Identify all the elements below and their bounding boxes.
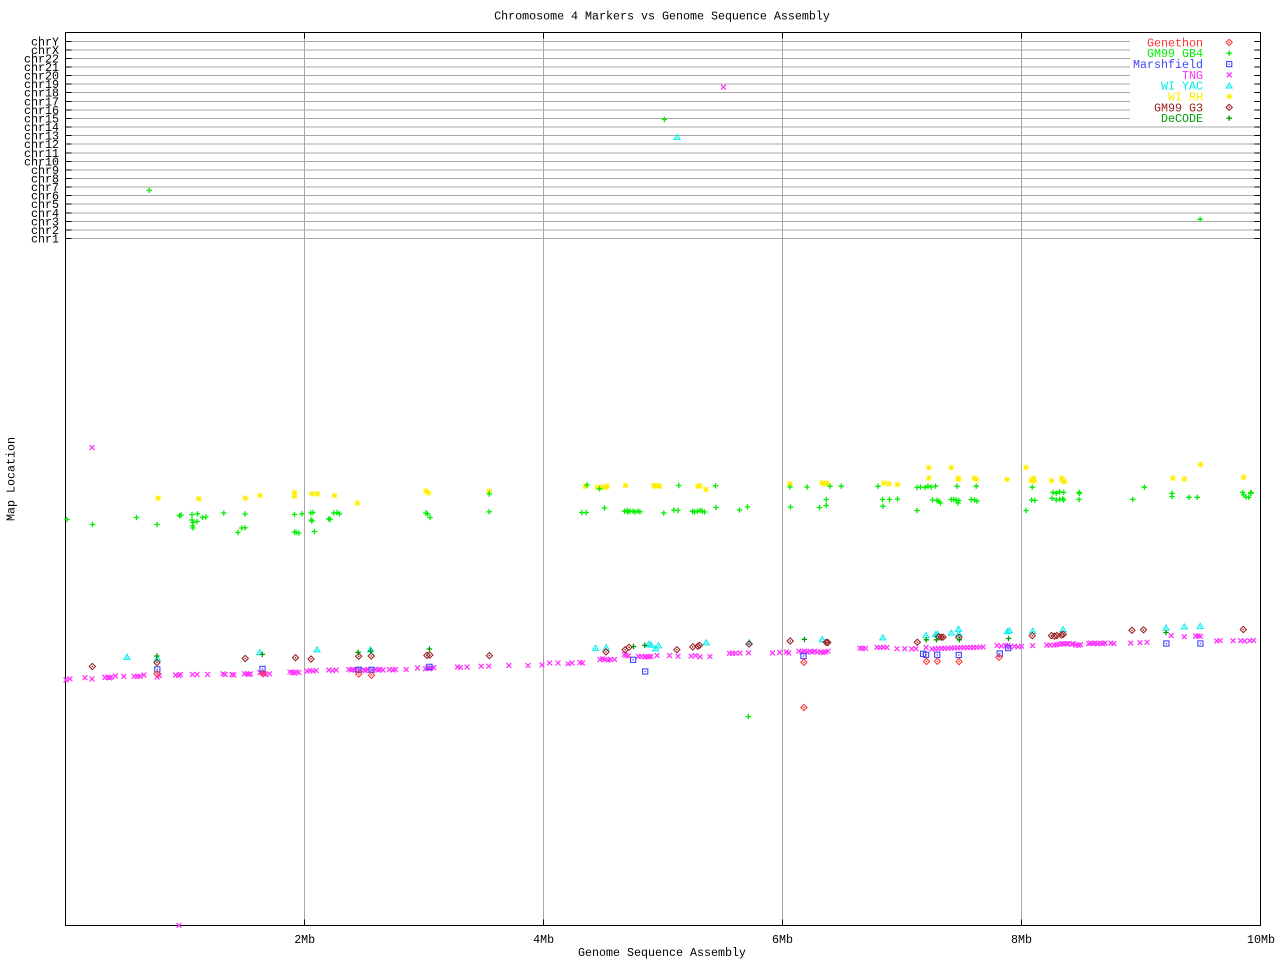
svg-text:chr20: chr20: [24, 70, 59, 84]
svg-text:WI YAC: WI YAC: [1161, 80, 1203, 94]
svg-text:chrX: chrX: [31, 44, 59, 58]
svg-text:chr17: chr17: [24, 95, 59, 109]
svg-text:Genome Sequence Assembly: Genome Sequence Assembly: [578, 946, 746, 960]
svg-text:chr14: chr14: [24, 121, 59, 135]
svg-text:TNG: TNG: [1182, 69, 1203, 83]
svg-text:6Mb: 6Mb: [772, 933, 793, 947]
svg-text:chr19: chr19: [24, 78, 59, 92]
svg-text:DeCODE: DeCODE: [1161, 112, 1203, 126]
svg-text:chr4: chr4: [31, 207, 59, 221]
svg-text:chr3: chr3: [31, 215, 59, 229]
svg-text:4Mb: 4Mb: [533, 933, 554, 947]
svg-text:chr8: chr8: [31, 173, 59, 187]
svg-text:chr22: chr22: [24, 52, 59, 66]
svg-text:Genethon: Genethon: [1147, 36, 1203, 50]
svg-text:chr12: chr12: [24, 138, 59, 152]
svg-text:chr13: chr13: [24, 130, 59, 144]
svg-text:chr2: chr2: [31, 224, 59, 238]
svg-text:chr1: chr1: [31, 233, 59, 247]
svg-text:chrY: chrY: [31, 35, 59, 49]
svg-text:chr21: chr21: [24, 61, 59, 75]
svg-text:WI RH: WI RH: [1168, 91, 1203, 105]
svg-text:chr5: chr5: [31, 198, 59, 212]
svg-text:Map Location: Map Location: [5, 437, 19, 521]
svg-text:chr15: chr15: [24, 113, 59, 127]
svg-text:chr9: chr9: [31, 164, 59, 178]
svg-text:GM99 G3: GM99 G3: [1154, 101, 1203, 115]
svg-text:chr18: chr18: [24, 87, 59, 101]
svg-text:10Mb: 10Mb: [1247, 933, 1275, 947]
svg-text:Marshfield: Marshfield: [1133, 58, 1203, 72]
svg-text:chr10: chr10: [24, 155, 59, 169]
svg-text:chr6: chr6: [31, 190, 59, 204]
svg-text:2Mb: 2Mb: [294, 933, 315, 947]
svg-text:chr7: chr7: [31, 181, 59, 195]
svg-text:Chromosome 4 Markers vs Genome: Chromosome 4 Markers vs Genome Sequence …: [494, 10, 830, 24]
svg-text:8Mb: 8Mb: [1011, 933, 1032, 947]
svg-text:GM99 GB4: GM99 GB4: [1147, 47, 1203, 61]
svg-text:chr16: chr16: [24, 104, 59, 118]
svg-text:chr11: chr11: [24, 147, 59, 161]
